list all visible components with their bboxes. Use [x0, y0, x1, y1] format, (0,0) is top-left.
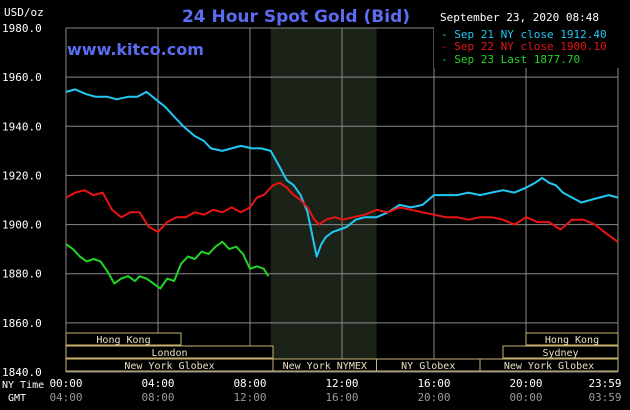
x-tick-label-gmt: 04:00 — [49, 391, 82, 404]
session-label: Hong Kong — [96, 335, 150, 346]
legend-box — [434, 9, 620, 68]
source-link[interactable]: www.kitco.com — [67, 40, 204, 59]
y-tick-label: 1840.0 — [2, 366, 42, 379]
x-tick-label-gmt: 03:59 — [588, 391, 621, 404]
y-tick-label: 1940.0 — [2, 120, 42, 133]
y-tick-label: 1860.0 — [2, 317, 42, 330]
session-label: Hong Kong — [545, 335, 599, 346]
x-tick-label: 16:00 — [417, 377, 450, 390]
x-tick-label: 08:00 — [233, 377, 266, 390]
legend-entry: - Sep 21 NY close 1912.40 — [441, 28, 607, 41]
x-tick-label: 04:00 — [141, 377, 174, 390]
x-tick-label: 12:00 — [325, 377, 358, 390]
chart-title: 24 Hour Spot Gold (Bid) — [182, 7, 410, 27]
session-label: New York NYMEX — [283, 361, 367, 372]
x-tick-label-gmt: 12:00 — [233, 391, 266, 404]
series-line — [65, 240, 270, 290]
grid-lines — [65, 27, 619, 373]
session-label: Sydney — [542, 348, 578, 359]
x-tick-label: 23:59 — [588, 377, 621, 390]
legend-entry: - Sep 23 Last 1877.70 — [441, 53, 580, 66]
x-tick-label-gmt: 00:00 — [509, 391, 542, 404]
session-box — [525, 332, 619, 346]
y-tick-label: 1960.0 — [2, 71, 42, 84]
y-tick-label: 1900.0 — [2, 219, 42, 232]
y-tick-label: 1880.0 — [2, 268, 42, 281]
legend-timestamp: September 23, 2020 08:48 — [440, 11, 599, 24]
x-tick-label-gmt: 08:00 — [141, 391, 174, 404]
series-line — [65, 181, 619, 243]
x-tick-label: 00:00 — [49, 377, 82, 390]
session-box — [502, 345, 619, 359]
session-label: New York Globex — [504, 361, 594, 372]
y-tick-label: 1920.0 — [2, 169, 42, 182]
session-label: London — [151, 348, 187, 359]
x-tick-label-gmt: 16:00 — [325, 391, 358, 404]
series-lines — [65, 88, 619, 290]
y-axis-label: USD/oz — [4, 6, 44, 19]
session-label: New York Globex — [124, 361, 214, 372]
series-line — [65, 88, 619, 258]
gmt-label: GMT — [8, 393, 26, 404]
session-label: NY Globex — [401, 361, 455, 372]
legend-entry: - Sep 22 NY close 1900.10 — [441, 40, 607, 53]
session-box — [479, 358, 619, 372]
legend: September 23, 2020 08:48 - Sep 21 NY clo… — [434, 9, 620, 68]
ny-time-label: NY Time — [2, 380, 44, 391]
session-box — [65, 345, 274, 359]
highlight-band — [270, 28, 377, 372]
x-tick-labels: 00:0004:0004:0008:0008:0012:0012:0016:00… — [49, 377, 621, 404]
x-tick-label-gmt: 20:00 — [417, 391, 450, 404]
x-tick-label: 20:00 — [509, 377, 542, 390]
session-box — [65, 332, 182, 346]
y-tick-label: 1980.0 — [2, 22, 42, 35]
y-tick-labels: 1980.0 1960.0 1940.0 1920.0 1900.0 1880.0 1860… — [2, 22, 42, 379]
